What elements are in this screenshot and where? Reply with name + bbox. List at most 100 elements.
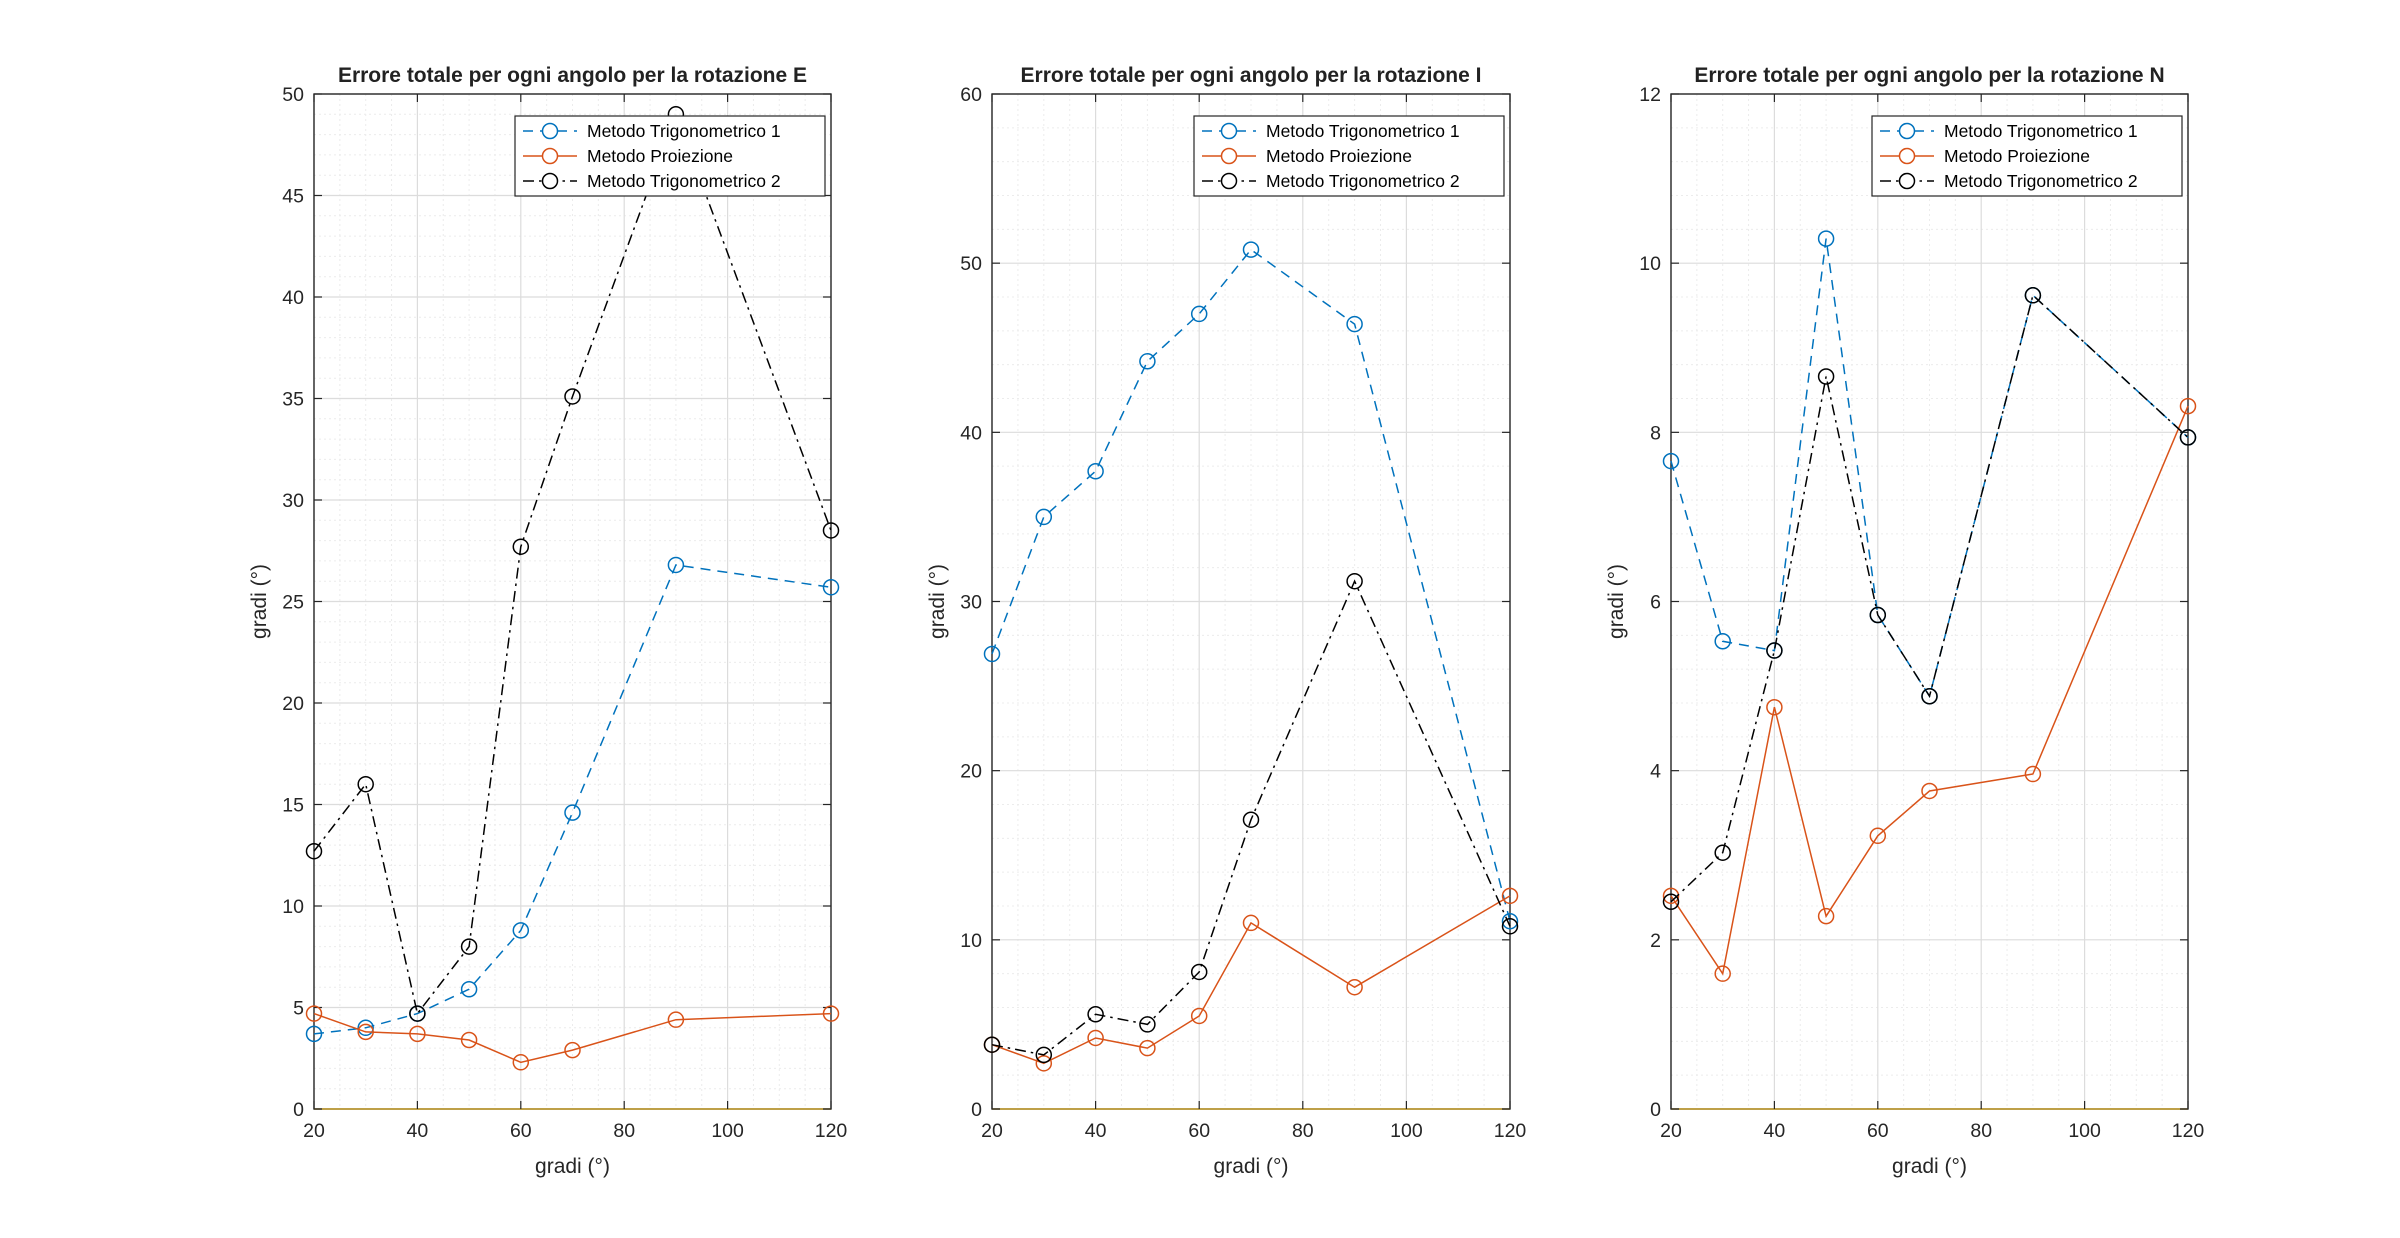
chart-panel: 20 40 60 80 100 120 0 2 4 6 8 10 12 Errore totale per… [1605,64,2204,1178]
series-line [1670,238,2189,699]
data-point [822,1005,840,1022]
x-tick-label: 20 [981,1120,1003,1142]
y-tick-label: 50 [282,84,304,106]
y-tick-label: 35 [282,389,304,411]
data-point [1921,687,1938,705]
legend-label: Metodo Trigonometrico 2 [587,171,781,191]
legend-label: Metodo Trigonometrico 1 [1266,121,1460,141]
data-point [1501,887,1519,905]
x-tick-label: 120 [815,1120,848,1142]
data-point [1190,305,1208,323]
y-tick-label: 40 [282,287,304,309]
legend-label: Metodo Trigonometrico 1 [587,121,781,141]
legend-label: Metodo Proiezione [1944,146,2090,166]
x-tick-label: 20 [303,1120,325,1142]
data-point [1766,698,1783,716]
data-point [1662,887,1680,905]
series-line [1670,405,2189,976]
data-point [460,980,478,998]
y-tick-label: 30 [960,592,982,614]
data-point [1714,844,1731,861]
data-point [983,1036,1001,1053]
data-point [1817,230,1835,247]
x-tick-label: 100 [1390,1120,1423,1142]
legend-marker [541,122,559,140]
data-point [460,1031,478,1049]
y-axis-label: gradi (°) [1605,564,1628,639]
data-point [2024,765,2042,783]
x-tick-label: 60 [1867,1120,1889,1142]
x-tick-label: 120 [2172,1120,2205,1142]
legend-marker [541,172,559,190]
y-tick-label: 25 [282,592,304,614]
data-point [1662,452,1680,470]
data-point [460,938,478,955]
legend-marker [1220,172,1238,190]
legend-label: Metodo Trigonometrico 2 [1944,171,2138,191]
y-tick-label: 10 [282,896,304,918]
y-tick-label: 20 [282,693,304,715]
x-tick-label: 100 [711,1120,744,1142]
y-tick-label: 20 [960,761,982,783]
legend-marker [1898,122,1916,140]
data-point [1087,462,1104,480]
y-tick-label: 12 [1639,84,1661,106]
data-point [512,1054,530,1071]
chart-title: Errore totale per ogni angolo per la rot… [1694,64,2164,87]
data-point [564,388,581,405]
y-tick-label: 40 [960,422,982,444]
y-tick-label: 6 [1650,592,1661,614]
data-point [667,1011,685,1028]
data-point [2179,429,2197,446]
data-point [409,1005,426,1022]
data-point [667,556,685,574]
data-point [305,1005,323,1022]
data-point [357,1023,374,1041]
y-tick-label: 50 [960,253,982,275]
data-point [305,842,323,860]
x-axis-label: gradi (°) [1892,1155,1967,1178]
data-point [1921,782,1938,800]
data-point [357,1019,374,1037]
series-line [991,895,1511,1065]
data-point [983,645,1001,663]
data-point [1817,907,1835,925]
y-tick-label: 45 [282,186,304,208]
y-tick-label: 30 [282,490,304,512]
data-point [1501,918,1519,935]
chart-title: Errore totale per ogni angolo per la rot… [1021,64,1482,87]
x-tick-label: 80 [613,1120,635,1142]
data-point [564,1041,581,1059]
x-tick-label: 120 [1494,1120,1527,1142]
y-tick-label: 5 [293,998,304,1020]
legend: Metodo Trigonometrico 1 Metodo Proiezione… [514,115,826,197]
data-point [1869,606,1887,624]
x-tick-label: 40 [1085,1120,1107,1142]
data-point [1242,811,1260,828]
x-tick-label: 60 [510,1120,532,1142]
series-line [991,579,1511,1056]
legend-marker [1220,147,1238,165]
y-tick-label: 0 [293,1099,304,1121]
y-tick-label: 0 [971,1099,982,1121]
chart-panel: 20 40 60 80 100 120 0 5 10 15 20 25 30 35 40 45 50 Errore… [248,64,847,1178]
legend-label: Metodo Proiezione [587,146,733,166]
x-axis-label: gradi (°) [1214,1155,1289,1178]
data-point [1035,508,1053,526]
data-point [305,1025,323,1043]
x-tick-label: 80 [1970,1120,1992,1142]
data-point [822,579,840,596]
x-tick-label: 40 [1764,1120,1786,1142]
y-tick-label: 4 [1650,761,1661,783]
data-point [1501,912,1519,930]
data-point [1714,633,1731,650]
y-tick-label: 10 [960,930,982,952]
x-tick-label: 60 [1188,1120,1210,1142]
data-point [1139,1039,1156,1057]
data-point [1190,1007,1208,1025]
y-tick-label: 8 [1650,422,1661,444]
data-point [1139,353,1156,370]
data-point [822,522,840,539]
data-point [1139,1016,1156,1033]
legend: Metodo Trigonometrico 1 Metodo Proiezione… [1871,115,2183,197]
